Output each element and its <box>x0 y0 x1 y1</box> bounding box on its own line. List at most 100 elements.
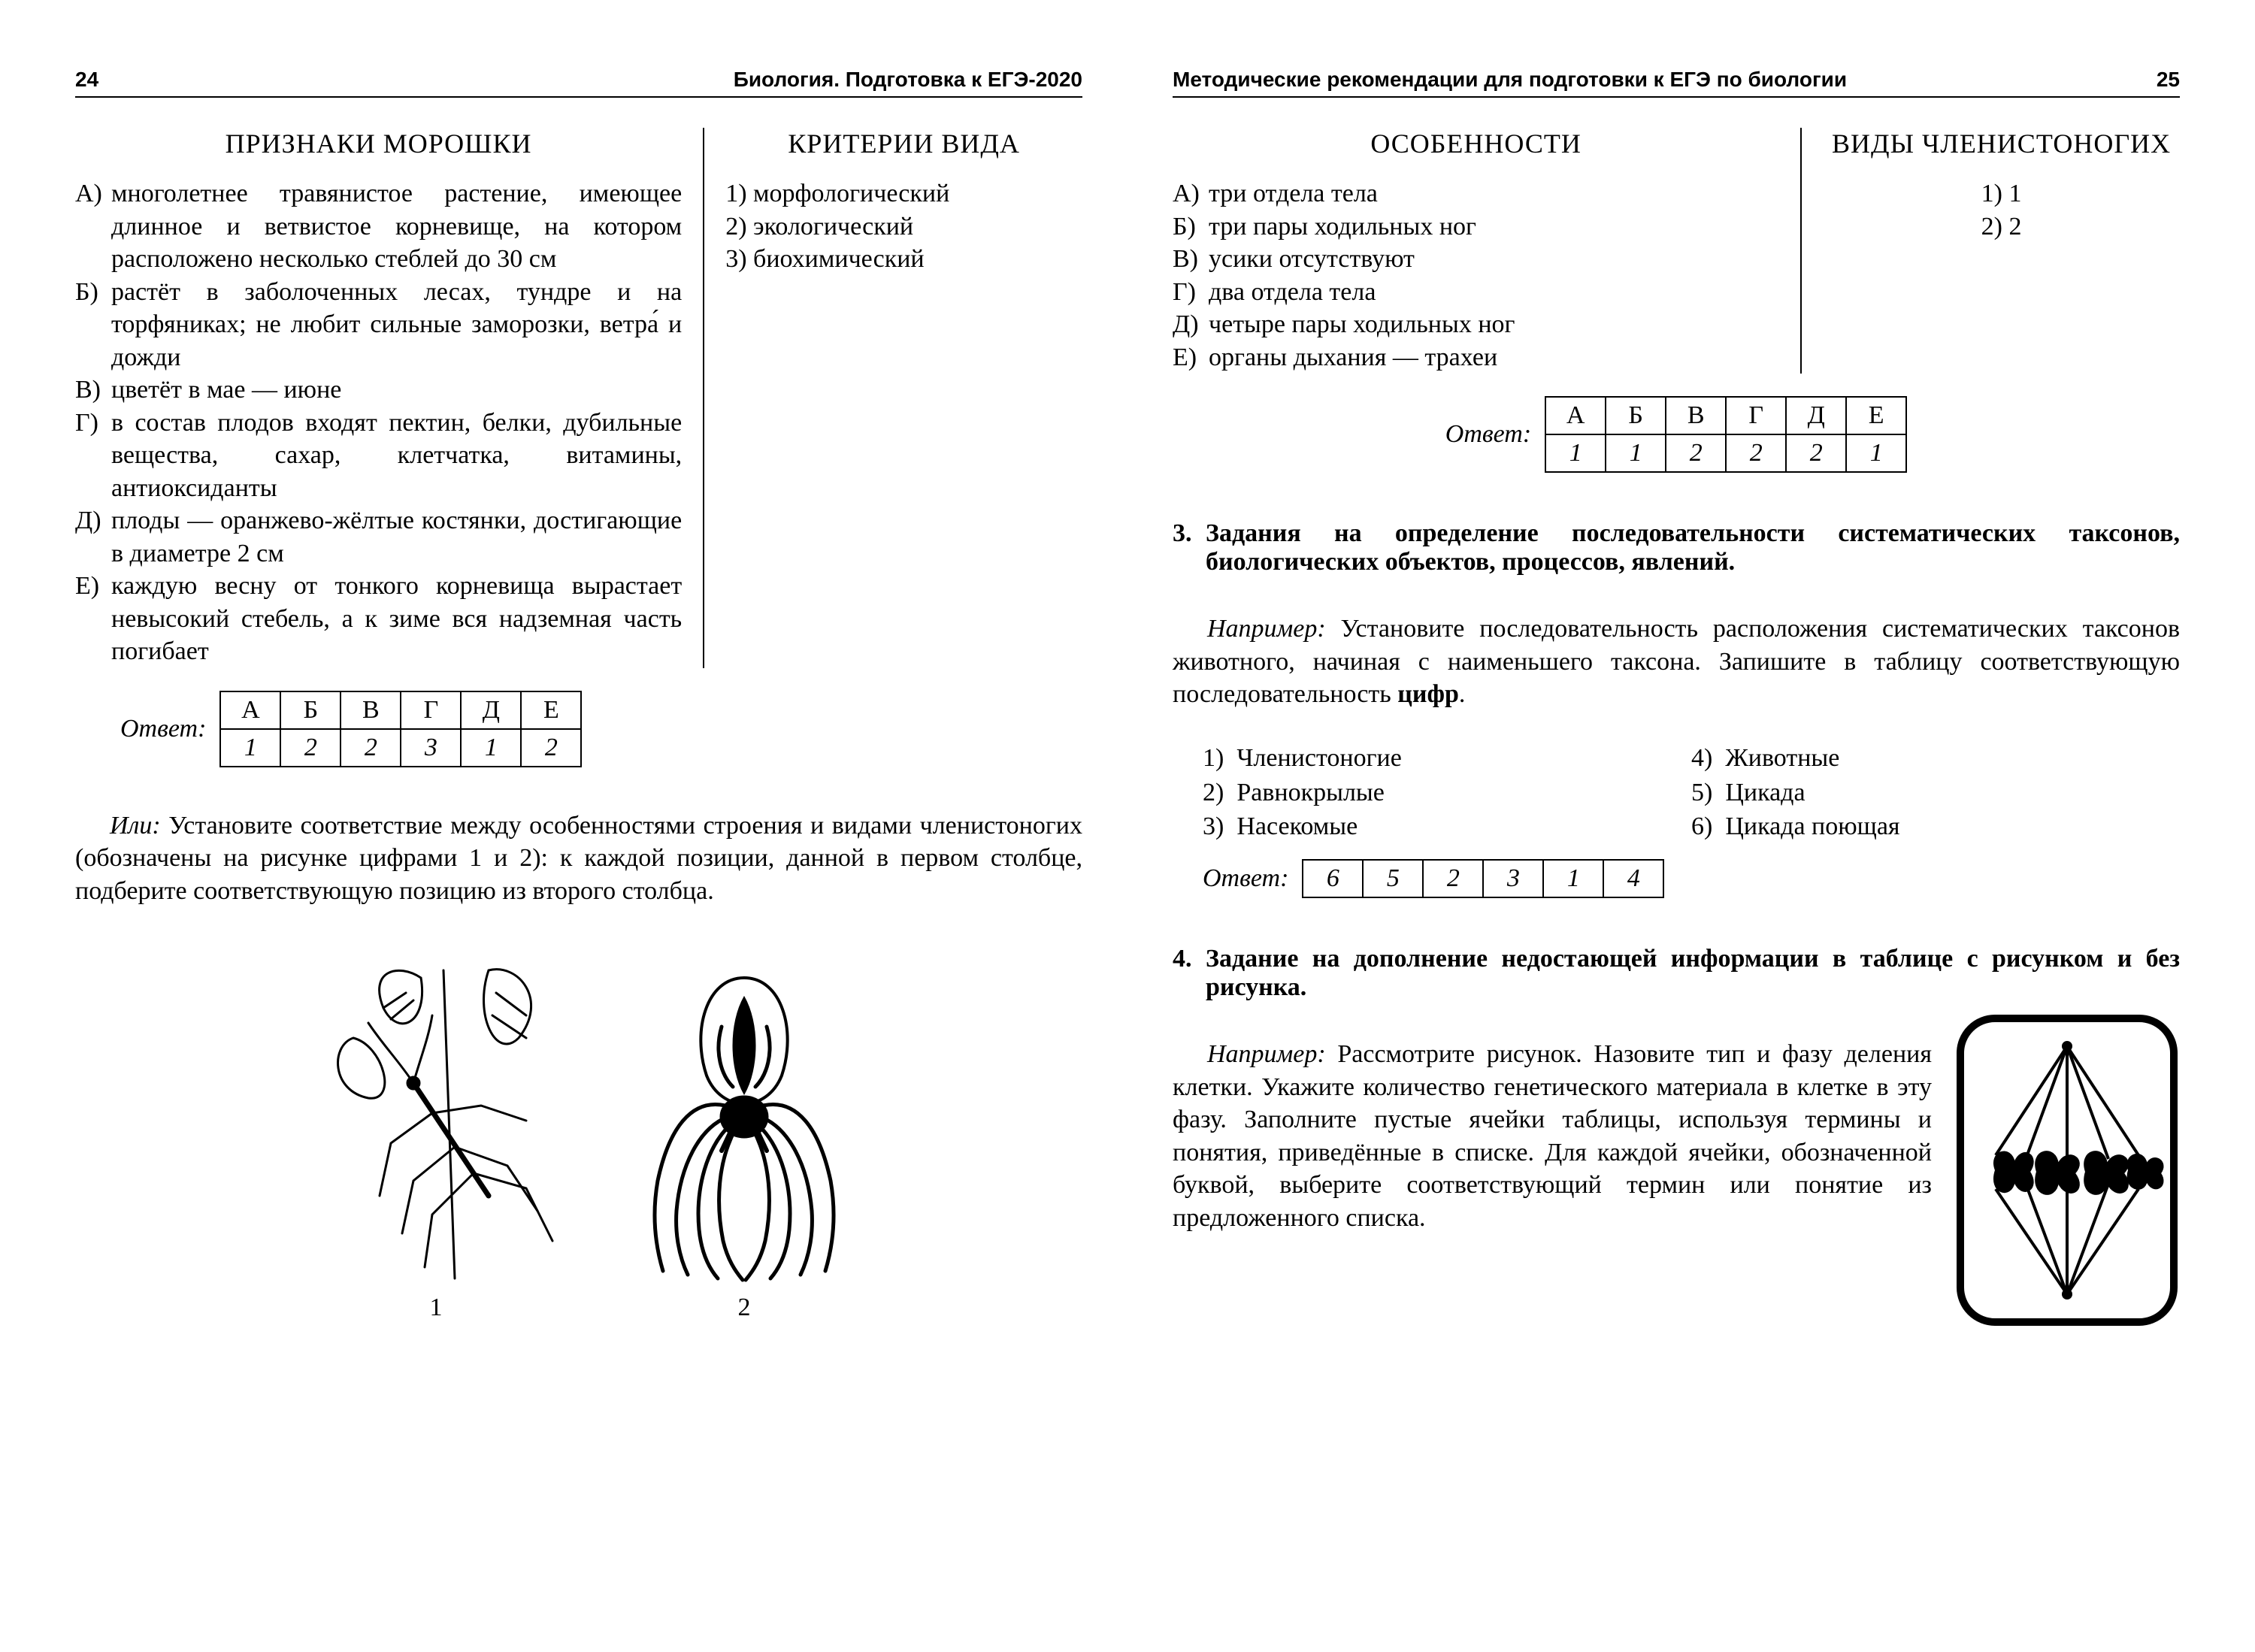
page-number-left: 24 <box>75 68 98 92</box>
figure-caption-2: 2 <box>738 1293 751 1322</box>
answer-label: Ответ: <box>1445 420 1531 449</box>
task-4-head: 4. Задание на дополнение недостающей инф… <box>1173 945 2180 1002</box>
col-title-features-2: ОСОБЕННОСТИ <box>1173 128 1779 159</box>
criterion: биохимический <box>753 245 925 273</box>
answer-table-3: 6 5 2 3 1 4 <box>1302 859 1664 898</box>
feature-text: три пары ходильных ног <box>1209 210 1779 244</box>
feature-text: цветёт в мае — июне <box>111 374 682 407</box>
ans-head: А <box>1545 397 1606 434</box>
col-title-kinds: ВИДЫ ЧЛЕНИСТОНОГИХ <box>1823 128 2180 159</box>
num: 1) <box>725 180 746 207</box>
tag: В) <box>1173 243 1209 276</box>
figure-2: 2 <box>631 955 857 1322</box>
ans-cell: 1 <box>1846 434 1906 472</box>
page-number-right: 25 <box>2157 68 2180 92</box>
answer-row-2: Ответ: А Б В Г Д Е 1 1 2 2 2 1 <box>1173 396 2180 473</box>
running-head-left: 24 Биология. Подготовка к ЕГЭ-2020 <box>75 68 1082 98</box>
feature-text: два отдела тела <box>1209 276 1779 309</box>
task-4-body: Например: Рассмотрите рисунок. Назовите … <box>1173 1012 2180 1328</box>
task-3-head: 3. Задания на определение последовательн… <box>1173 519 2180 576</box>
tag: Е) <box>1173 341 1209 374</box>
ili-prefix: Или: <box>110 812 161 840</box>
feature-text: три отдела тела <box>1209 177 1779 210</box>
cell-metaphase-icon <box>1954 1012 2180 1328</box>
figure-1: 1 <box>301 955 571 1322</box>
matching-block-1: ПРИЗНАКИ МОРОШКИ А)многолетнее травянист… <box>75 128 1082 668</box>
num: 6) <box>1691 812 1712 840</box>
ans-head: Е <box>521 691 581 729</box>
task-title: Задания на определение последовательност… <box>1206 519 2180 576</box>
ans-head: Б <box>280 691 341 729</box>
tag: Б) <box>75 276 111 374</box>
ans-head: Г <box>401 691 461 729</box>
opt: Членистоногие <box>1236 744 1401 772</box>
feature-text: усики отсутствуют <box>1209 243 1779 276</box>
ans-head: Д <box>461 691 521 729</box>
ans-head: А <box>220 691 280 729</box>
ans-cell: 2 <box>521 729 581 767</box>
spider-icon <box>631 955 857 1286</box>
opt: Равнокрылые <box>1236 779 1385 806</box>
kinds-list: 1) 1 2) 2 <box>1823 177 2180 243</box>
ans-cell: 1 <box>1543 860 1603 897</box>
criteria-list: 1) морфологический 2) экологический 3) б… <box>725 177 1082 276</box>
example-prefix: Например: <box>1207 1040 1326 1068</box>
criterion: морфологический <box>753 180 949 207</box>
tag: Д) <box>1173 308 1209 341</box>
num: 4) <box>1691 744 1712 772</box>
task-3-example: Например: Установите последовательность … <box>1173 613 2180 711</box>
task-number: 3. <box>1173 519 1206 576</box>
example-text: Рассмотрите рисунок. Назовите тип и фазу… <box>1173 1040 1932 1232</box>
num: 3) <box>725 245 746 273</box>
feature-text: в состав плодов входят пектин, белки, ду… <box>111 407 682 505</box>
answer-row-3: Ответ: 6 5 2 3 1 4 <box>1203 859 2180 898</box>
ans-head: Д <box>1786 397 1846 434</box>
feature-text: четыре пары ходильных ног <box>1209 308 1779 341</box>
example-bold: цифр <box>1397 680 1459 708</box>
ans-cell: 2 <box>1726 434 1786 472</box>
opt: Насекомые <box>1236 812 1358 840</box>
tag: Д) <box>75 504 111 570</box>
ans-cell: 2 <box>1423 860 1483 897</box>
kind-option: 2) 2 <box>1823 210 2180 244</box>
page-right: Методические рекомендации для подготовки… <box>1173 68 2180 1577</box>
answer-row-1: Ответ: А Б В Г Д Е 1 2 2 3 1 2 <box>120 691 1082 767</box>
running-title-left: Биология. Подготовка к ЕГЭ-2020 <box>734 68 1082 92</box>
ans-cell: 6 <box>1303 860 1363 897</box>
tag: В) <box>75 374 111 407</box>
tag: А) <box>75 177 111 276</box>
cell-division-figure <box>1954 1012 2180 1328</box>
stick-insect-icon <box>301 955 571 1286</box>
answer-table-2: А Б В Г Д Е 1 1 2 2 2 1 <box>1545 396 1907 473</box>
ans-cell: 2 <box>280 729 341 767</box>
answer-label: Ответ: <box>1203 864 1288 893</box>
ans-cell: 3 <box>1483 860 1543 897</box>
ans-cell: 4 <box>1603 860 1663 897</box>
example-tail: . <box>1459 680 1466 708</box>
ili-paragraph: Или: Установите соответствие между особе… <box>75 809 1082 908</box>
ans-cell: 3 <box>401 729 461 767</box>
answer-label: Ответ: <box>120 715 206 743</box>
ans-cell: 2 <box>1786 434 1846 472</box>
num: 1) <box>1203 744 1224 772</box>
feature-text: многолетнее травянистое растение, имеюще… <box>111 177 682 276</box>
feature-text: растёт в заболоченных лесах, тундре и на… <box>111 276 682 374</box>
answer-table-1: А Б В Г Д Е 1 2 2 3 1 2 <box>219 691 582 767</box>
num: 2) <box>1203 779 1224 806</box>
features-list-1: А)многолетнее травянистое растение, имею… <box>75 177 682 668</box>
figure-caption-1: 1 <box>430 1293 443 1322</box>
num: 2) <box>725 213 746 241</box>
num: 5) <box>1691 779 1712 806</box>
opt: Цикада <box>1725 779 1805 806</box>
example-prefix: Например: <box>1207 615 1326 643</box>
tag: Г) <box>1173 276 1209 309</box>
ans-head: Е <box>1846 397 1906 434</box>
ans-cell: 1 <box>1545 434 1606 472</box>
feature-text: каждую весну от тонкого корневища выраст… <box>111 570 682 668</box>
col-title-criteria: КРИТЕРИИ ВИДА <box>725 128 1082 159</box>
feature-text: плоды — оранжево-жёлтые костянки, достиг… <box>111 504 682 570</box>
ans-head: В <box>341 691 401 729</box>
tag: А) <box>1173 177 1209 210</box>
ans-head: В <box>1666 397 1726 434</box>
matching-block-2: ОСОБЕННОСТИ А)три отдела тела Б)три пары… <box>1173 128 2180 374</box>
